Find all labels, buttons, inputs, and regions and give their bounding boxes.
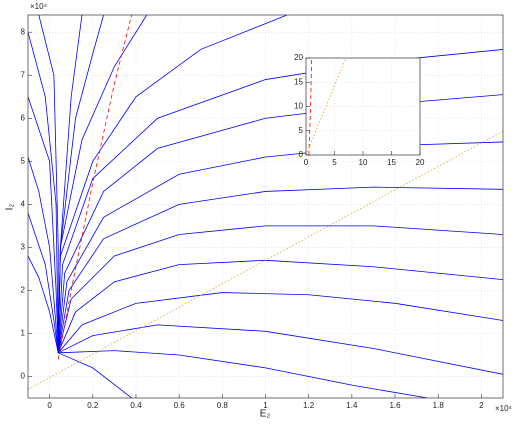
y-tick-label: 3 <box>21 242 26 251</box>
trajectory <box>57 15 83 353</box>
trajectory <box>28 156 59 353</box>
y-exponent: ×10⁴ <box>30 2 48 11</box>
trajectory <box>57 15 133 360</box>
x-tick-label: 20 <box>416 158 425 167</box>
trajectory <box>28 255 59 353</box>
x-tick-label: 0.8 <box>217 401 229 410</box>
trajectory <box>38 15 59 353</box>
x-tick-label: 0 <box>47 401 52 410</box>
trajectory <box>28 212 59 353</box>
y-tick-label: 0 <box>299 150 304 159</box>
x-tick-label: 1.2 <box>303 401 315 410</box>
trajectory <box>28 130 503 390</box>
y-tick-label: 2 <box>21 286 26 295</box>
x-exponent: ×10⁴ <box>495 404 513 413</box>
x-tick-label: 15 <box>387 158 396 167</box>
y-tick-label: 8 <box>21 27 26 36</box>
series-group <box>28 15 503 398</box>
x-tick-label: 1.6 <box>389 401 401 410</box>
x-tick-label: 10 <box>359 158 368 167</box>
trajectory <box>308 58 313 155</box>
trajectory <box>28 96 59 353</box>
x-tick-label: 1 <box>263 401 268 410</box>
y-tick-label: 20 <box>294 53 303 62</box>
x-tick-label: 0.4 <box>130 401 142 410</box>
y-tick-label: 7 <box>21 70 26 79</box>
y-tick-label: 1 <box>21 329 26 338</box>
x-tick-label: 2 <box>479 401 484 410</box>
y-tick-label: 10 <box>294 102 303 111</box>
axes-box <box>305 57 421 156</box>
x-axis-label: E₂ <box>260 409 271 420</box>
trajectory <box>57 225 503 353</box>
y-tick-label: 5 <box>21 156 26 165</box>
plot-1: 0 5 10 15 20 0 5 10 15 20 <box>294 53 425 167</box>
trajectory <box>57 292 503 354</box>
x-tick-label: 0.2 <box>87 401 99 410</box>
x-tick-label: 0 <box>304 158 309 167</box>
trajectory <box>57 186 503 353</box>
trajectory <box>58 352 132 398</box>
trajectory <box>58 324 503 375</box>
trajectory <box>28 32 59 353</box>
series-group <box>306 58 347 155</box>
trajectory <box>57 259 503 353</box>
y-tick-label: 5 <box>299 126 304 135</box>
x-tick-label: 1.8 <box>433 401 445 410</box>
x-tick-label: 0.6 <box>174 401 186 410</box>
x-tick-label: 1.4 <box>346 401 358 410</box>
y-tick-label: 4 <box>21 199 26 208</box>
trajectory <box>58 350 428 398</box>
y-axis-label: I₂ <box>5 204 16 211</box>
y-tick-label: 6 <box>21 113 26 122</box>
axes-box <box>27 14 504 399</box>
y-tick-label: 15 <box>294 77 303 86</box>
x-tick-label: 5 <box>332 158 337 167</box>
y-tick-label: 0 <box>21 372 26 381</box>
